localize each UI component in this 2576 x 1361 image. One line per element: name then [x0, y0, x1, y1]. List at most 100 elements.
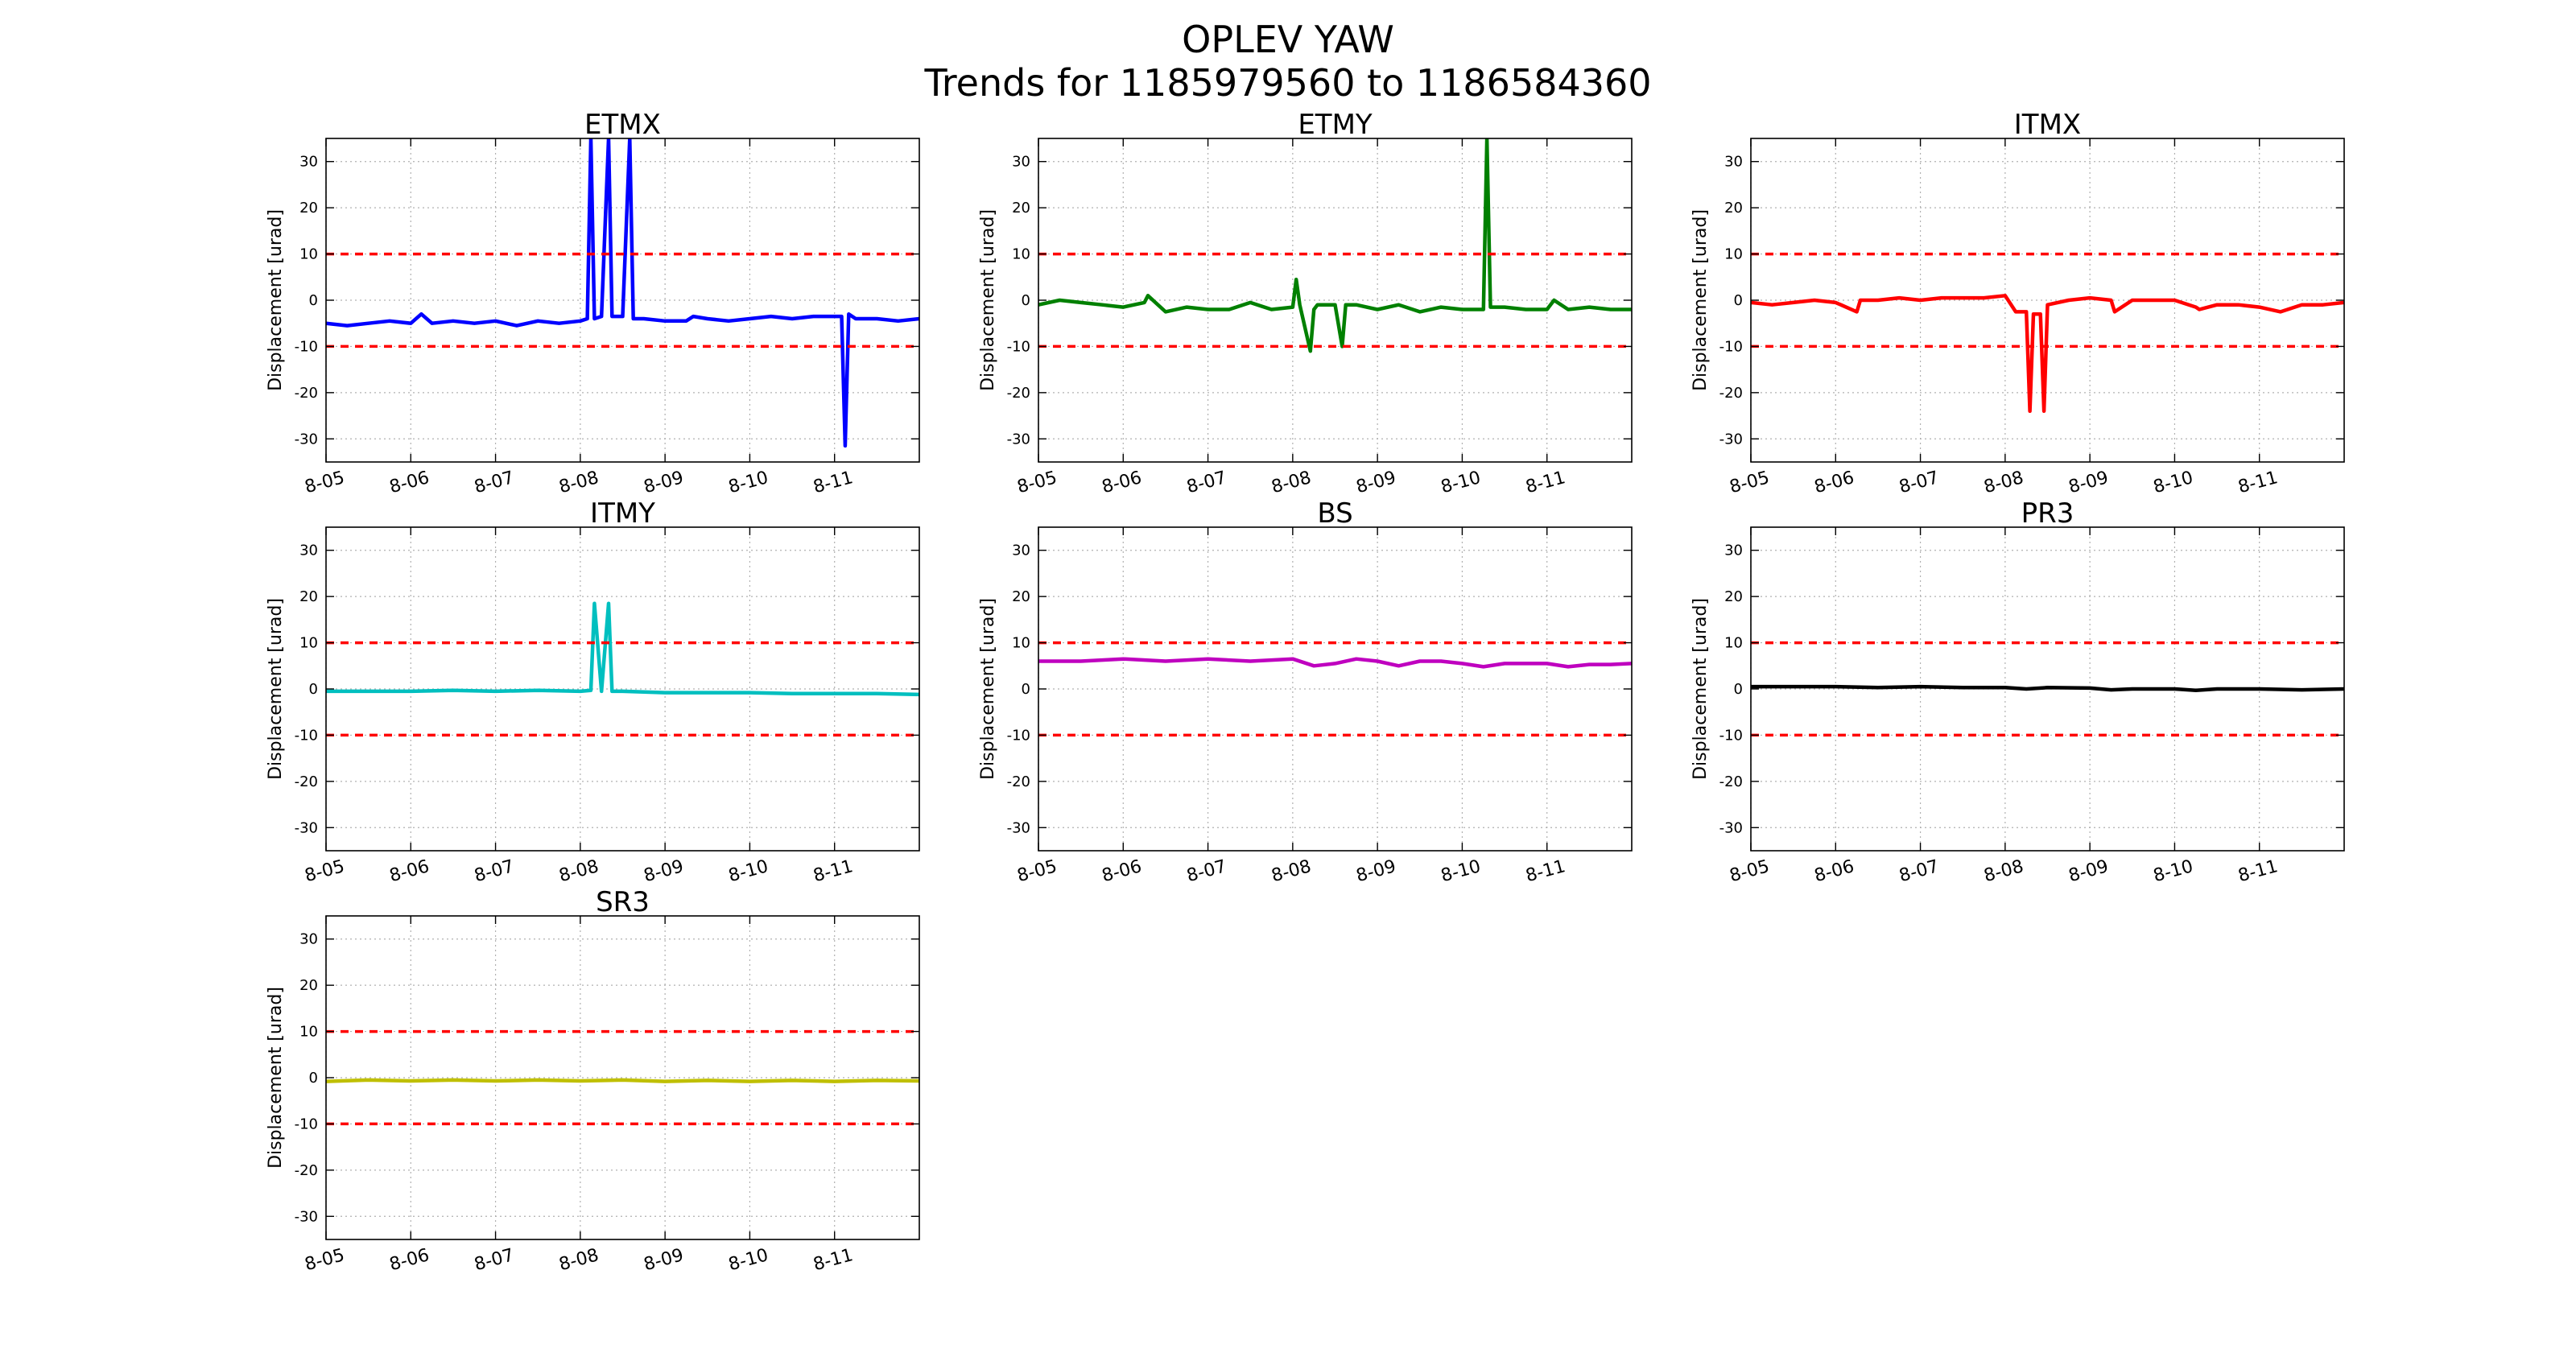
- x-tick-label: 8-11: [811, 1245, 856, 1275]
- y-tick-label: 20: [1724, 200, 1743, 217]
- x-tick-label: 8-09: [642, 468, 686, 497]
- x-tick-label: 8-10: [2151, 468, 2195, 497]
- x-tick-label: 8-07: [473, 1245, 517, 1275]
- plot-frame: [1750, 138, 2345, 463]
- y-tick-label: -30: [1007, 819, 1030, 836]
- y-tick-label: 30: [299, 154, 318, 171]
- x-tick-label: 8-08: [1269, 856, 1314, 886]
- x-tick-label: 8-05: [303, 468, 347, 497]
- x-tick-label: 8-08: [557, 468, 601, 497]
- y-tick-label: 0: [1734, 681, 1743, 698]
- y-tick-label: -20: [1007, 773, 1030, 790]
- y-axis-label: Displacement [urad]: [978, 209, 998, 391]
- subplot-etmy: 30 20 10 0 -10 -20 -30 8-05 8-06 8-07 8-08 8-09 8-10…: [978, 109, 1633, 497]
- x-tick-label: 8-06: [387, 1245, 431, 1275]
- y-tick-label: -20: [1007, 385, 1030, 402]
- figure-title: OPLEV YAW: [1182, 18, 1394, 61]
- x-tick-label: 8-05: [1015, 468, 1059, 497]
- series-line: [1751, 294, 2344, 414]
- y-tick-label: 30: [1012, 542, 1030, 559]
- y-tick-label: 30: [1724, 542, 1743, 559]
- y-tick-label: -20: [295, 1162, 318, 1179]
- y-tick-label: 0: [309, 1070, 318, 1087]
- x-tick-label: 8-11: [1524, 856, 1568, 886]
- x-tick-label: 8-09: [1354, 856, 1398, 886]
- y-tick-label: 30: [1012, 154, 1030, 171]
- subplot-title: SR3: [596, 886, 650, 918]
- plot-frame: [325, 526, 920, 852]
- y-tick-label: -10: [295, 1116, 318, 1132]
- x-tick-label: 8-09: [2066, 856, 2111, 886]
- x-tick-label: 8-10: [726, 1245, 770, 1275]
- x-tick-label: 8-08: [1982, 468, 2026, 497]
- y-axis-label: Displacement [urad]: [266, 598, 286, 780]
- y-tick-label: -10: [1719, 338, 1743, 355]
- x-tick-label: 8-10: [1439, 856, 1483, 886]
- y-tick-label: -10: [1719, 727, 1743, 744]
- subplot-title: ITMY: [590, 497, 655, 530]
- x-tick-label: 8-06: [387, 468, 431, 497]
- y-tick-label: 10: [299, 1024, 318, 1041]
- x-tick-label: 8-11: [811, 856, 856, 886]
- y-tick-label: 0: [1022, 292, 1030, 309]
- x-tick-label: 8-08: [1269, 468, 1314, 497]
- y-tick-label: 20: [1724, 588, 1743, 605]
- plot-frame: [325, 915, 920, 1240]
- x-tick-label: 8-10: [726, 468, 770, 497]
- y-tick-label: 10: [299, 635, 318, 652]
- y-tick-label: 10: [1724, 635, 1743, 652]
- y-tick-label: -30: [295, 431, 318, 447]
- subplot-title: ITMX: [2014, 109, 2081, 141]
- y-tick-label: -20: [1719, 385, 1743, 402]
- subplot-title: PR3: [2021, 497, 2074, 530]
- y-tick-label: 0: [309, 681, 318, 698]
- y-tick-label: -20: [1719, 773, 1743, 790]
- x-tick-label: 8-09: [642, 1245, 686, 1275]
- x-tick-label: 8-11: [811, 468, 856, 497]
- series-line: [1038, 138, 1632, 353]
- x-tick-label: 8-08: [557, 856, 601, 886]
- y-tick-label: -10: [1007, 338, 1030, 355]
- subplot-title: BS: [1317, 497, 1352, 530]
- series-line: [326, 1078, 919, 1083]
- x-tick-label: 8-07: [1897, 468, 1942, 497]
- y-tick-label: 10: [1012, 635, 1030, 652]
- y-tick-label: 10: [1724, 246, 1743, 263]
- x-tick-label: 8-07: [1185, 468, 1229, 497]
- x-tick-label: 8-10: [2151, 856, 2195, 886]
- x-tick-label: 8-05: [1728, 468, 1772, 497]
- y-tick-label: -10: [295, 338, 318, 355]
- x-tick-label: 8-06: [1100, 468, 1144, 497]
- x-tick-label: 8-11: [1524, 468, 1568, 497]
- y-tick-label: 20: [299, 588, 318, 605]
- subplot-title: ETMY: [1298, 109, 1373, 141]
- x-tick-label: 8-06: [1100, 856, 1144, 886]
- x-tick-label: 8-07: [1897, 856, 1942, 886]
- y-tick-label: 0: [1734, 292, 1743, 309]
- subplot-itmx: 30 20 10 0 -10 -20 -30 8-05 8-06 8-07 8-08 8-09 8-10…: [1690, 109, 2345, 497]
- series-line: [1038, 657, 1632, 669]
- y-tick-label: 10: [1012, 246, 1030, 263]
- subplot-title: ETMX: [584, 109, 661, 141]
- y-tick-label: 10: [299, 246, 318, 263]
- x-tick-label: 8-05: [303, 856, 347, 886]
- x-tick-label: 8-07: [473, 856, 517, 886]
- x-tick-label: 8-11: [2236, 468, 2281, 497]
- x-tick-label: 8-08: [557, 1245, 601, 1275]
- y-tick-label: 20: [299, 200, 318, 217]
- y-axis-label: Displacement [urad]: [1690, 209, 1711, 391]
- figure-subtitle: Trends for 1185979560 to 1186584360: [924, 61, 1652, 105]
- y-tick-label: 20: [1012, 200, 1030, 217]
- y-tick-label: 0: [309, 292, 318, 309]
- x-tick-label: 8-07: [473, 468, 517, 497]
- x-tick-label: 8-09: [642, 856, 686, 886]
- plot-frame: [1038, 138, 1633, 463]
- y-tick-label: -30: [1719, 819, 1743, 836]
- y-tick-label: -20: [295, 773, 318, 790]
- x-tick-label: 8-06: [1812, 468, 1856, 497]
- y-axis-label: Displacement [urad]: [1690, 598, 1711, 780]
- x-tick-label: 8-10: [1439, 468, 1483, 497]
- plot-frame: [1038, 526, 1633, 852]
- y-tick-label: -10: [1007, 727, 1030, 744]
